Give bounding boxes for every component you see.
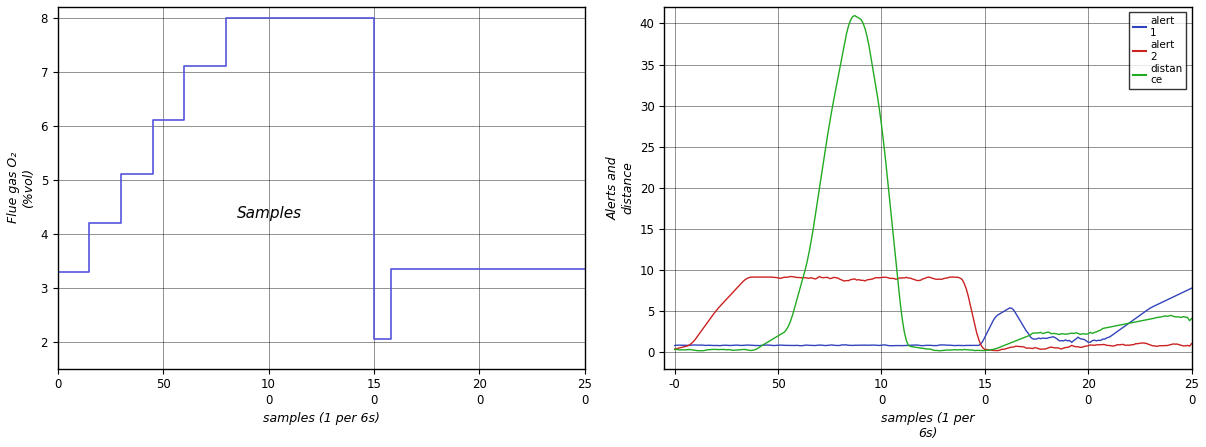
Y-axis label: Alerts and
distance: Alerts and distance bbox=[607, 156, 634, 219]
Text: Samples: Samples bbox=[236, 206, 302, 220]
Legend: alert
1, alert
2, distan
ce: alert 1, alert 2, distan ce bbox=[1129, 12, 1187, 89]
X-axis label: samples (1 per 6s): samples (1 per 6s) bbox=[263, 412, 380, 425]
Y-axis label: Flue gas O₂
(%vol): Flue gas O₂ (%vol) bbox=[7, 152, 35, 224]
X-axis label: samples (1 per
6s): samples (1 per 6s) bbox=[882, 412, 974, 440]
